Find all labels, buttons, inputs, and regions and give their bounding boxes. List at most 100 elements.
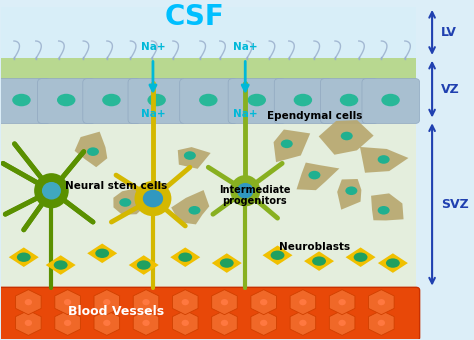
Ellipse shape xyxy=(135,181,172,216)
Ellipse shape xyxy=(12,94,31,106)
Polygon shape xyxy=(74,132,107,167)
FancyBboxPatch shape xyxy=(0,58,416,120)
Ellipse shape xyxy=(341,132,353,140)
FancyBboxPatch shape xyxy=(0,288,416,339)
Circle shape xyxy=(299,320,307,326)
FancyBboxPatch shape xyxy=(180,79,237,123)
Ellipse shape xyxy=(57,94,75,106)
Ellipse shape xyxy=(199,94,218,106)
Text: Blood Vessels: Blood Vessels xyxy=(68,305,164,318)
Text: Neuroblasts: Neuroblasts xyxy=(279,241,350,252)
Ellipse shape xyxy=(346,186,357,195)
Ellipse shape xyxy=(230,175,260,206)
Polygon shape xyxy=(378,253,408,273)
Polygon shape xyxy=(371,193,403,220)
Ellipse shape xyxy=(237,183,254,199)
Ellipse shape xyxy=(95,249,109,258)
Circle shape xyxy=(64,299,71,305)
Polygon shape xyxy=(87,243,117,263)
Circle shape xyxy=(142,299,150,305)
FancyBboxPatch shape xyxy=(83,79,140,123)
Polygon shape xyxy=(263,245,292,265)
Polygon shape xyxy=(129,255,159,275)
FancyBboxPatch shape xyxy=(0,58,416,83)
Ellipse shape xyxy=(42,182,61,200)
Polygon shape xyxy=(170,248,200,267)
Circle shape xyxy=(182,299,189,305)
Polygon shape xyxy=(337,179,361,210)
Polygon shape xyxy=(273,130,310,162)
FancyBboxPatch shape xyxy=(362,79,419,123)
Circle shape xyxy=(25,320,32,326)
Ellipse shape xyxy=(54,260,68,270)
Polygon shape xyxy=(113,188,149,215)
Text: VZ: VZ xyxy=(441,83,460,96)
Text: Na+: Na+ xyxy=(141,42,165,52)
Text: Na+: Na+ xyxy=(233,42,257,52)
Circle shape xyxy=(182,320,189,326)
Ellipse shape xyxy=(137,260,151,270)
Ellipse shape xyxy=(378,155,390,164)
Ellipse shape xyxy=(386,258,400,268)
Polygon shape xyxy=(319,120,374,155)
Ellipse shape xyxy=(354,253,367,262)
Ellipse shape xyxy=(34,173,69,208)
Polygon shape xyxy=(297,163,339,190)
Text: Na+: Na+ xyxy=(141,109,165,119)
Ellipse shape xyxy=(220,258,234,268)
FancyBboxPatch shape xyxy=(37,79,95,123)
Circle shape xyxy=(378,320,385,326)
Ellipse shape xyxy=(147,94,166,106)
FancyBboxPatch shape xyxy=(274,79,332,123)
Text: Intermediate
progenitors: Intermediate progenitors xyxy=(219,185,290,206)
Ellipse shape xyxy=(382,94,400,106)
Polygon shape xyxy=(360,147,409,173)
Circle shape xyxy=(338,299,346,305)
FancyBboxPatch shape xyxy=(228,79,286,123)
FancyBboxPatch shape xyxy=(0,7,416,58)
Circle shape xyxy=(64,320,71,326)
FancyBboxPatch shape xyxy=(320,79,378,123)
Text: Ependymal cells: Ependymal cells xyxy=(267,110,362,121)
Circle shape xyxy=(103,299,110,305)
FancyBboxPatch shape xyxy=(0,287,419,340)
Ellipse shape xyxy=(271,251,284,260)
Text: CSF: CSF xyxy=(164,3,224,31)
Circle shape xyxy=(260,299,267,305)
Polygon shape xyxy=(9,248,39,267)
Polygon shape xyxy=(346,248,375,267)
Polygon shape xyxy=(171,190,210,224)
Ellipse shape xyxy=(312,256,326,266)
Circle shape xyxy=(299,299,307,305)
Polygon shape xyxy=(178,147,210,169)
Text: SVZ: SVZ xyxy=(441,198,469,211)
Circle shape xyxy=(25,299,32,305)
Circle shape xyxy=(221,299,228,305)
Circle shape xyxy=(142,320,150,326)
Ellipse shape xyxy=(281,139,293,148)
Circle shape xyxy=(260,320,267,326)
Ellipse shape xyxy=(247,94,266,106)
Polygon shape xyxy=(46,255,76,275)
Ellipse shape xyxy=(189,206,201,215)
Ellipse shape xyxy=(378,206,390,215)
Text: Neural stem cells: Neural stem cells xyxy=(65,181,167,191)
Ellipse shape xyxy=(119,198,131,207)
Circle shape xyxy=(221,320,228,326)
Polygon shape xyxy=(304,251,334,271)
Ellipse shape xyxy=(143,190,163,207)
Ellipse shape xyxy=(102,94,121,106)
Ellipse shape xyxy=(184,151,196,160)
FancyBboxPatch shape xyxy=(128,79,186,123)
Circle shape xyxy=(338,320,346,326)
Ellipse shape xyxy=(178,253,192,262)
FancyBboxPatch shape xyxy=(0,79,51,123)
Text: LV: LV xyxy=(441,26,457,39)
Circle shape xyxy=(378,299,385,305)
FancyBboxPatch shape xyxy=(0,120,416,288)
Text: Na+: Na+ xyxy=(233,109,257,119)
Ellipse shape xyxy=(340,94,358,106)
Ellipse shape xyxy=(17,253,31,262)
Polygon shape xyxy=(212,253,242,273)
Ellipse shape xyxy=(309,171,320,180)
